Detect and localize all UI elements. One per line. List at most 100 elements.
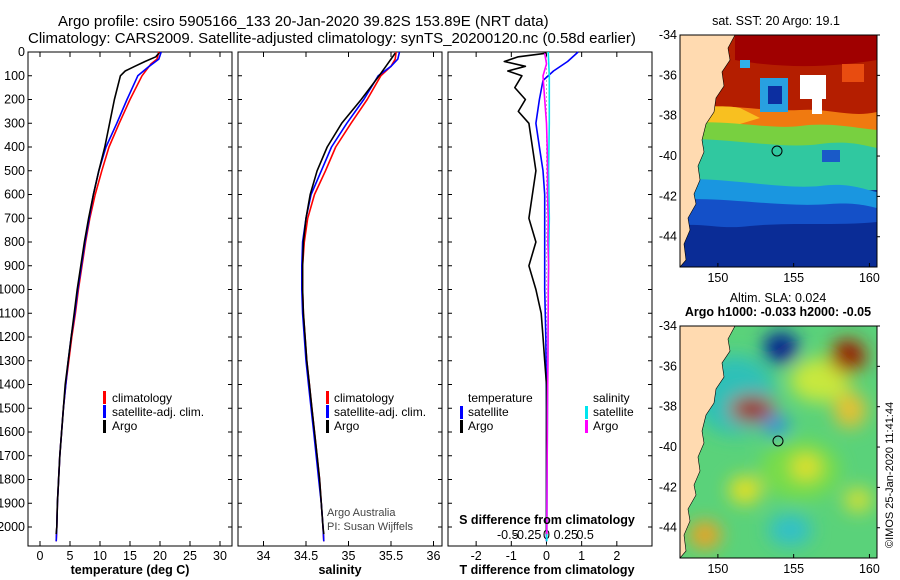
x-tick-label: 10 (93, 549, 107, 563)
header-line-2: Climatology: CARS2009. Satellite-adjuste… (28, 30, 636, 47)
x-tick-label: 5 (67, 549, 74, 563)
map-y-tick-label: -38 (659, 109, 677, 123)
map-x-tick-label: 155 (783, 562, 804, 576)
map-y-tick-label: -38 (659, 400, 677, 414)
series-salinity-argo (542, 53, 550, 535)
legend-s-satellite-label: satellite (593, 405, 634, 419)
x-tick-label: 15 (123, 549, 137, 563)
y-tick-label: 500 (4, 164, 25, 178)
legend-s-satellite-swatch (585, 406, 588, 419)
legend-climatology-label: climatology (334, 391, 394, 405)
x-tick-label: 36 (427, 549, 441, 563)
salinity-series (300, 51, 401, 542)
map-x-tick-label: 150 (707, 562, 728, 576)
legend-t-satellite-swatch (460, 406, 463, 419)
difference-legend: temperature satellite Argo salinity sate… (460, 391, 634, 433)
x-tick-label: 34 (257, 549, 271, 563)
temperature-series (55, 51, 162, 542)
y-tick-label: 1700 (0, 449, 25, 463)
y-tick-label: 1300 (0, 354, 25, 368)
legend-s-argo-swatch (585, 420, 588, 433)
y-tick-label: 1800 (0, 473, 25, 487)
map-y-tick-label: -36 (659, 68, 677, 82)
legend-climatology-swatch (103, 391, 106, 404)
map-y-tick-label: -40 (659, 149, 677, 163)
sla-map-field (680, 326, 877, 558)
map-x-tick-label: 150 (707, 271, 728, 285)
y-tick-label: 100 (4, 69, 25, 83)
legend-argo-swatch (326, 420, 329, 433)
x-tick-label: -2 (471, 549, 482, 563)
temperature-x-axis: 0 5 10 15 20 25 30 (37, 52, 227, 563)
t-difference-x-label: T difference from climatology (459, 563, 634, 577)
x-tick-label: 1 (578, 549, 585, 563)
sst-map: sat. SST: 20 Argo: 19.1 (659, 14, 880, 285)
sla-map: Altim. SLA: 0.024 Argo h1000: -0.033 h20… (659, 291, 880, 576)
legend-t-argo-swatch (460, 420, 463, 433)
y-tick-label: 300 (4, 116, 25, 130)
legend-climatology-label: climatology (112, 391, 172, 405)
series-temperature-argo (503, 52, 548, 535)
depth-axis: 0 100 200 300 400 500 600 700 800 900 1000 1100 1200… (0, 45, 232, 534)
salinity-panel: 34 34.5 35 35.5 36 salinity climatology sate… (237, 51, 443, 577)
sla-map-axes: 150 155 160 -34 -36 -38 -40 -42 -44 (659, 319, 880, 576)
map-y-tick-label: -44 (659, 230, 677, 244)
x-tick-label: -1 (506, 549, 517, 563)
y-tick-label: 1400 (0, 378, 25, 392)
y-tick-label: 1500 (0, 401, 25, 415)
x-tick-label: 35.5 (379, 549, 403, 563)
x-tick-label: 2 (613, 549, 620, 563)
legend-satellite-label: satellite-adj. clim. (334, 405, 426, 419)
series-argo (55, 52, 160, 535)
header-line-1: Argo profile: csiro 5905166_133 20-Jan-2… (58, 13, 549, 30)
difference-panel: -2 -1 0 1 2 -0.5-0.25 0 0.250.5 S difference f… (447, 51, 653, 577)
legend-salinity-title: salinity (593, 391, 630, 405)
salinity-x-axis: 34 34.5 35 35.5 36 (257, 52, 441, 563)
series-satellite-adj-clim- (300, 51, 401, 542)
sla-argo-location-marker (772, 435, 784, 447)
x-tick-label: 34.5 (294, 549, 318, 563)
legend-satellite-swatch (326, 405, 329, 418)
s-difference-label: S difference from climatology (459, 513, 635, 527)
s-tick-label: 0.25 (554, 528, 578, 542)
map-y-tick-label: -42 (659, 480, 677, 494)
legend-argo-label: Argo (334, 419, 360, 433)
map-y-tick-label: -34 (659, 28, 677, 42)
y-tick-label: 1600 (0, 425, 25, 439)
y-tick-label: 0 (18, 45, 25, 59)
salinity-legend: climatology satellite-adj. clim. Argo (326, 391, 426, 433)
series-argo (301, 52, 396, 535)
sla-map-subtitle: Argo h1000: -0.033 h2000: -0.05 (685, 305, 871, 319)
temperature-legend: climatology satellite-adj. clim. Argo (103, 391, 204, 433)
imos-timestamp: ©IMOS 25-Jan-2020 11:41:44 (884, 402, 896, 548)
legend-s-argo-label: Argo (593, 419, 619, 433)
legend-temperature-title: temperature (468, 391, 533, 405)
map-x-tick-label: 155 (783, 271, 804, 285)
sla-map-title: Altim. SLA: 0.024 (730, 291, 827, 305)
y-tick-label: 700 (4, 211, 25, 225)
credit-pi: PI: Susan Wijffels (327, 521, 413, 533)
legend-t-satellite-label: satellite (468, 405, 509, 419)
salinity-x-label: salinity (318, 563, 361, 577)
map-y-tick-label: -36 (659, 359, 677, 373)
y-tick-label: 1100 (0, 306, 25, 320)
legend-satellite-label: satellite-adj. clim. (112, 405, 204, 419)
x-tick-label: 25 (183, 549, 197, 563)
legend-t-argo-label: Argo (468, 419, 494, 433)
sst-map-field (680, 35, 877, 267)
s-tick-label: -0.5 (497, 528, 519, 542)
y-tick-label: 1000 (0, 283, 25, 297)
x-tick-label: 0 (37, 549, 44, 563)
s-tick-label: 0.5 (576, 528, 593, 542)
map-y-tick-label: -34 (659, 319, 677, 333)
y-tick-label: 2000 (0, 520, 25, 534)
map-y-tick-label: -44 (659, 521, 677, 535)
s-tick-label: -0.25 (513, 528, 542, 542)
salinity-depth-ticks (238, 51, 442, 528)
legend-argo-label: Argo (112, 419, 138, 433)
y-tick-label: 400 (4, 140, 25, 154)
y-tick-label: 600 (4, 188, 25, 202)
sst-map-axes: 150 155 160 -34 -36 -38 -40 -42 -44 (659, 28, 880, 285)
